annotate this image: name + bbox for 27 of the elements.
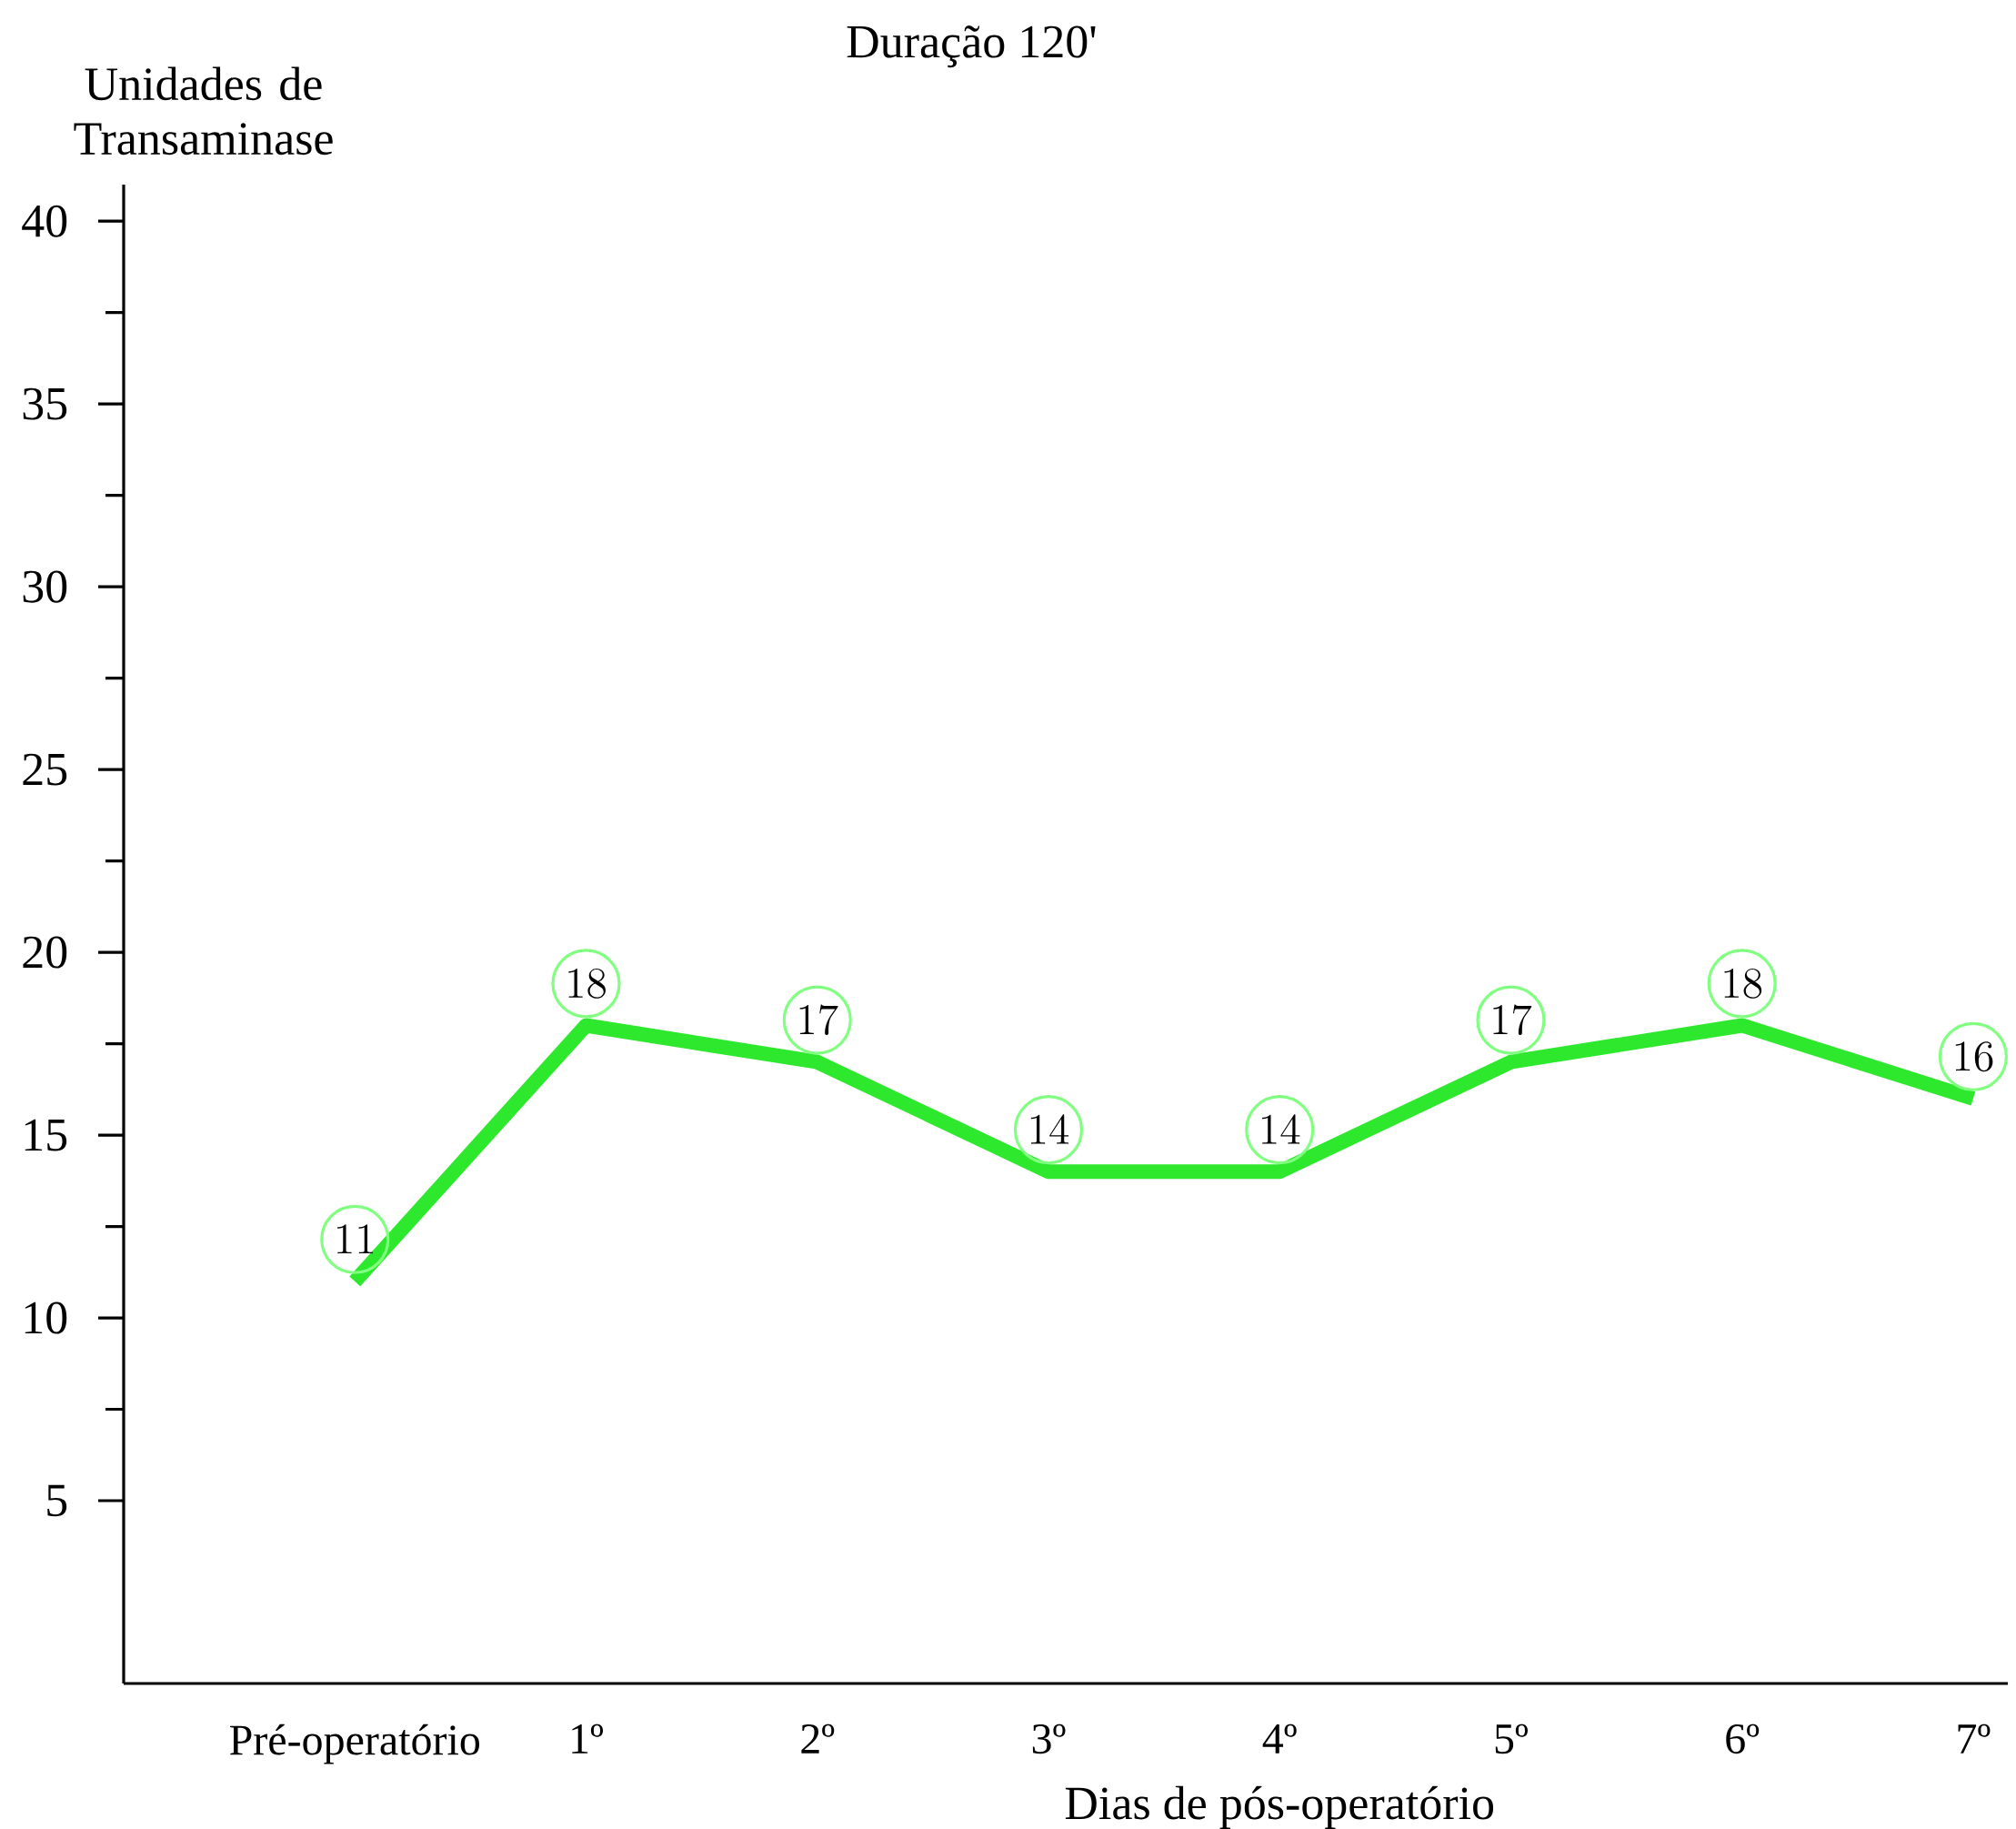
- x-axis-title: Dias de pós-operatório: [1065, 1785, 1494, 1829]
- x-tick-label: 4º: [1262, 1723, 1297, 1754]
- y-tick-label: 20: [23, 936, 67, 969]
- y-tick-label: 40: [22, 205, 67, 237]
- data-label: 17: [1493, 1004, 1532, 1036]
- x-tick-label: 1º: [572, 1723, 604, 1754]
- x-tick-label: 5º: [1495, 1723, 1528, 1754]
- data-label: 18: [1724, 968, 1762, 999]
- y-tick-label: 35: [23, 387, 67, 420]
- x-tick-label: 2º: [801, 1723, 835, 1754]
- data-label: 18: [568, 968, 606, 999]
- x-tick-label: 7º: [1958, 1723, 1991, 1754]
- y-tick-label: 30: [23, 570, 67, 603]
- chart-title: Duração 120': [847, 25, 1096, 68]
- data-label: 16: [1955, 1041, 1993, 1072]
- data-label: 17: [799, 1004, 838, 1036]
- x-tick-label: 6º: [1726, 1723, 1760, 1754]
- data-label: 14: [1030, 1114, 1069, 1144]
- y-axis-title: Unidades de Transaminase: [74, 66, 333, 156]
- data-label: 14: [1262, 1114, 1300, 1144]
- y-tick-label: 25: [23, 753, 67, 786]
- y-tick-label: 15: [25, 1119, 67, 1151]
- data-label: 11: [337, 1224, 373, 1254]
- y-tick-label: 5: [47, 1484, 67, 1517]
- x-tick-label: 3º: [1032, 1723, 1066, 1754]
- y-tick-label: 10: [25, 1301, 67, 1334]
- x-tick-label: Pré-operatório: [230, 1723, 480, 1764]
